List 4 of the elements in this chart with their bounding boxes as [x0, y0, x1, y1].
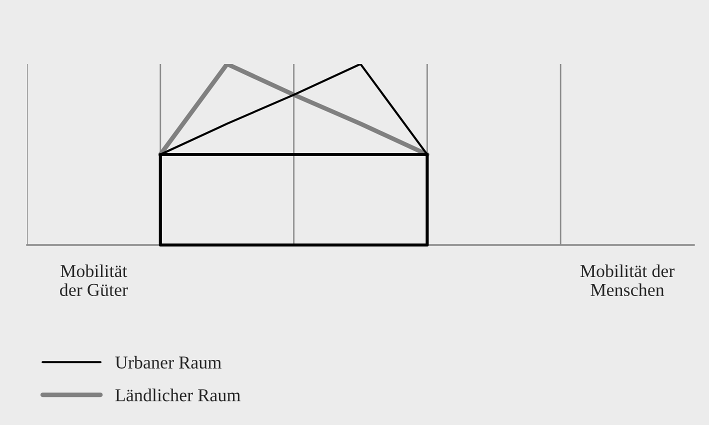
x-tick-label: Mobilität der Menschen — [580, 264, 675, 296]
legend-label: Urbaner Raum — [115, 356, 222, 369]
x-tick-label: Mobilität der Güter — [60, 264, 128, 296]
legend-label: Ländlicher Raum — [115, 388, 240, 402]
